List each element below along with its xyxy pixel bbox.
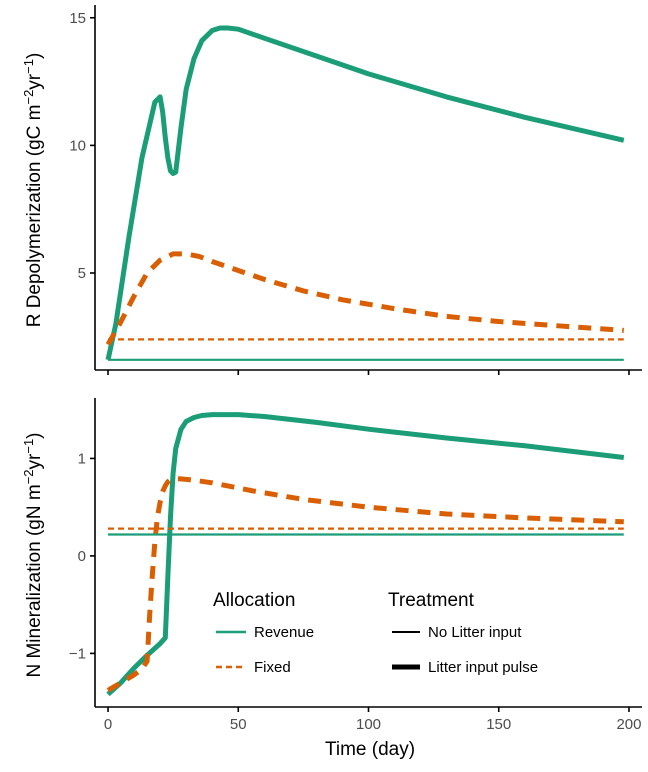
depolymerization-y-tick-label: 5 <box>78 265 86 282</box>
mineralization-x-tick-label: 200 <box>616 716 641 733</box>
mineralization-x-tick-label: 50 <box>230 716 247 733</box>
depolymerization-series-fixed-litter-pulse <box>105 251 624 346</box>
legend-treatment-title: Treatment <box>388 590 475 611</box>
mineralization-x-tick-label: 0 <box>104 716 112 733</box>
legend-allocation-title: Allocation <box>213 590 295 611</box>
mineralization-x-tick-label: 100 <box>356 716 381 733</box>
mineralization-series <box>106 412 625 697</box>
legend-no-litter-label: No Litter input <box>428 624 522 641</box>
mineralization-y-tick-label: −1 <box>69 645 86 662</box>
mineralization-ticks: −1 0 1 0 50 100 150 200 <box>69 450 642 733</box>
legend-fixed-label: Fixed <box>254 659 291 676</box>
mineralization-y-tick-label: 1 <box>78 450 86 467</box>
depolymerization-y-tick-label: 10 <box>69 137 86 154</box>
mineralization-y-axis-title: N Mineralization (gN m−2yr−1) <box>21 432 46 677</box>
depolymerization-y-tick-label: 15 <box>69 10 86 27</box>
legend-revenue-label: Revenue <box>254 624 314 641</box>
mineralization-series-fixed-litter-pulse <box>106 476 624 693</box>
mineralization-x-tick-label: 150 <box>486 716 511 733</box>
depolymerization-ticks: 5 10 15 <box>69 10 630 375</box>
depolymerization-series-revenue-litter-pulse <box>105 25 625 361</box>
legend-litter-pulse-label: Litter input pulse <box>428 659 538 676</box>
mineralization-y-tick-label: 0 <box>78 548 86 565</box>
panel-mineralization: −1 0 1 0 50 100 150 200 N Mineralization (gN m−… <box>21 398 642 760</box>
depolymerization-y-axis-title: R Depolymerization (gC m−2yr−1) <box>21 53 46 328</box>
depolymerization-series <box>105 25 625 361</box>
legend: Allocation Revenue Fixed Treatment No Li… <box>213 590 538 676</box>
time-x-axis-title: Time (day) <box>325 739 415 760</box>
panel-depolymerization: 5 10 15 R Depolymerization (gC m−2yr−1) <box>21 5 642 375</box>
mineralization-series-revenue-litter-pulse <box>106 412 625 697</box>
